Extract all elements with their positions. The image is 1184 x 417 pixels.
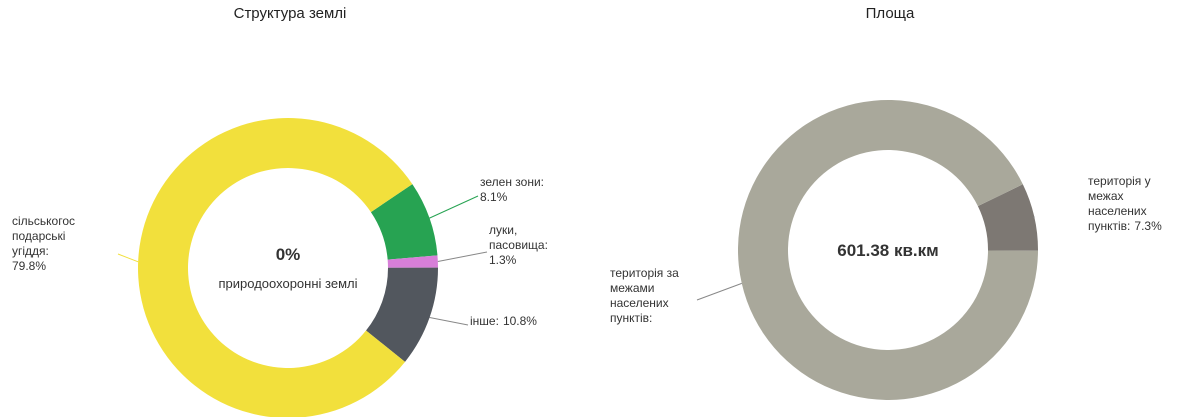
label-line: територія у: [1088, 174, 1151, 188]
label-line: угіддя:: [12, 244, 49, 258]
value-label: 10.8%: [503, 314, 537, 328]
label-line: межами: [610, 281, 654, 295]
value-label: 79.8%: [12, 259, 46, 273]
segment-label: луки, пасовища: 1.3%: [489, 223, 548, 267]
label-line: подарські: [12, 229, 65, 243]
chart-title: Структура землі: [234, 5, 347, 22]
center-value: 0%: [276, 245, 301, 264]
label-line: інше:: [470, 314, 499, 328]
segment-label: територія у межах населених пунктів: 7.3%: [1088, 174, 1162, 233]
label-line: населених: [1088, 204, 1147, 218]
label-line: населених: [610, 296, 669, 310]
segment-label: територія за межами населених пунктів:: [610, 266, 679, 325]
segment-label: сільськогос подарські угіддя: 79.8%: [12, 214, 75, 273]
label-line: зелен зони:: [480, 175, 544, 189]
leader-line: [429, 317, 469, 326]
donut-segment: [387, 255, 438, 268]
leader-line: [696, 282, 742, 301]
label-line: сільськогос: [12, 214, 75, 228]
segment-label: інше: 10.8%: [470, 314, 537, 328]
leader-line: [117, 253, 139, 263]
donut-segment: [138, 118, 413, 417]
value-label: 8.1%: [480, 190, 508, 204]
label-line: пунктів:: [1088, 219, 1130, 233]
donut-segment: [366, 267, 438, 362]
label-line: луки,: [489, 223, 517, 237]
donut-segment: [370, 184, 438, 260]
center-label: природоохоронні землі: [219, 276, 358, 291]
label-line: територія за: [610, 266, 679, 280]
center-value: 601.38 кв.км: [837, 241, 939, 260]
value-label: 1.3%: [489, 253, 517, 267]
chart-title: Площа: [866, 5, 915, 22]
donut-segment: [738, 99, 1038, 401]
label-line: пасовища:: [489, 238, 548, 252]
value-label: 7.3%: [1134, 219, 1162, 233]
donut-segment: [977, 184, 1038, 251]
label-line: пунктів:: [610, 311, 652, 325]
segment-label: зелен зони: 8.1%: [480, 175, 544, 204]
leader-line: [429, 195, 479, 219]
label-line: межах: [1088, 189, 1124, 203]
leader-line: [437, 251, 488, 262]
